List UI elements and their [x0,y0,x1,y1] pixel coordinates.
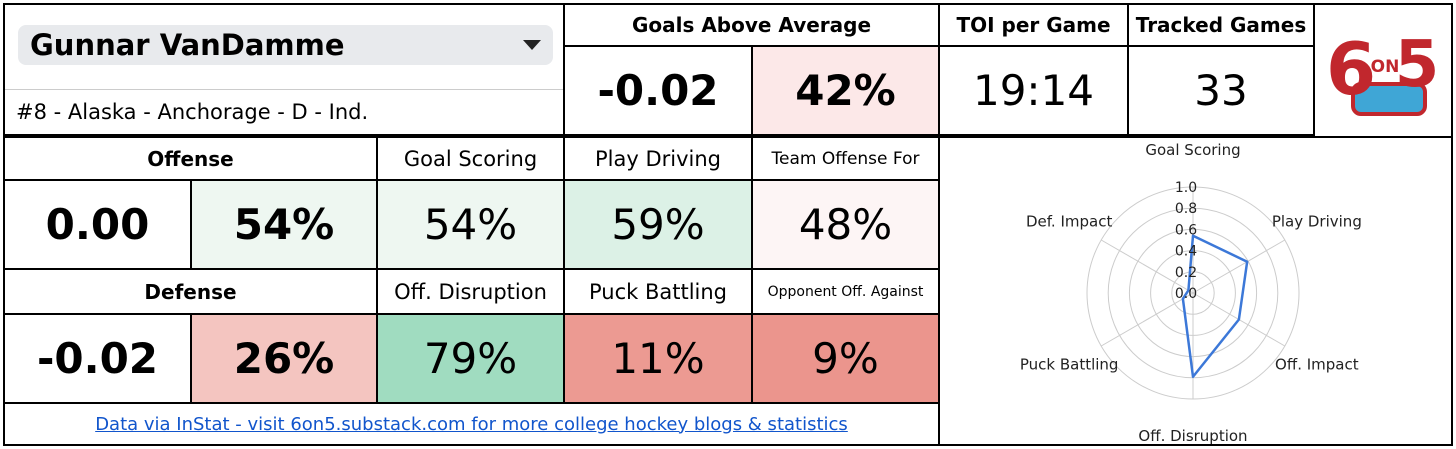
offense-header: Offense [3,136,378,181]
metric-value: 79% [376,313,565,404]
logo-text: 6 [1326,27,1376,111]
metric-header: Team Offense For [751,136,940,181]
logo-text: 5 [1395,28,1440,102]
metric-value: 11% [563,313,753,404]
axis-label: Goal Scoring [1145,141,1240,159]
footer-link[interactable]: Data via InStat - visit 6on5.substack.co… [95,413,848,435]
gaa-percentile: 42% [751,45,940,136]
spoke [1192,239,1286,294]
divider [5,89,563,90]
tick-label: 0.2 [1175,265,1197,281]
spoke [1100,239,1194,294]
footer: Data via InStat - visit 6on5.substack.co… [3,402,940,446]
metric-value: 54% [376,179,565,270]
radar-box: Goal Scoring Play Driving Off. Impact Off. … [938,136,1453,446]
toi-header: TOI per Game [938,3,1129,47]
metric-header: Puck Battling [563,268,753,315]
defense-value: -0.02 [3,313,192,404]
logo-text: ON [1371,57,1400,77]
dropdown-arrow [523,40,541,50]
axis-label: Off. Impact [1275,356,1359,374]
metric-value: 9% [751,313,940,404]
spoke [1100,292,1194,347]
tick-label: 0.4 [1175,244,1197,260]
metric-header: Play Driving [563,136,753,181]
defense-percentile: 26% [190,313,378,404]
logo: 6 ON 5 [1326,27,1440,116]
tick-label: 0.6 [1175,222,1197,238]
tick-label: 1.0 [1175,180,1197,196]
player-info: #8 - Alaska - Anchorage - D - Ind. [16,100,369,124]
toi-value: 19:14 [938,45,1129,136]
defense-header: Defense [3,268,378,315]
offense-percentile: 54% [190,179,378,270]
player-dropdown[interactable]: Gunnar VanDamme [18,25,553,65]
metric-header: Opponent Off. Against [751,268,940,315]
axis-label: Off. Disruption [1138,427,1247,444]
metric-header: Off. Disruption [376,268,565,315]
metric-value: 59% [563,179,753,270]
offense-value: 0.00 [3,179,192,270]
axis-label: Def. Impact [1026,213,1113,231]
games-value: 33 [1127,45,1315,136]
tick-label: 0.0 [1175,286,1197,302]
axis-label: Puck Battling [1020,356,1119,374]
metric-value: 48% [751,179,940,270]
metric-header: Goal Scoring [376,136,565,181]
gaa-value: -0.02 [563,45,753,136]
radar-chart: Goal Scoring Play Driving Off. Impact Off. … [1020,141,1362,444]
axis-label: Play Driving [1272,213,1362,231]
radar-line [1181,234,1249,378]
logo-box: 6 ON 5 [1313,3,1453,138]
tick-label: 0.8 [1175,201,1197,217]
games-header: Tracked Games [1127,3,1315,47]
player-name: Gunnar VanDamme [30,28,345,62]
gaa-header: Goals Above Average [563,3,940,47]
